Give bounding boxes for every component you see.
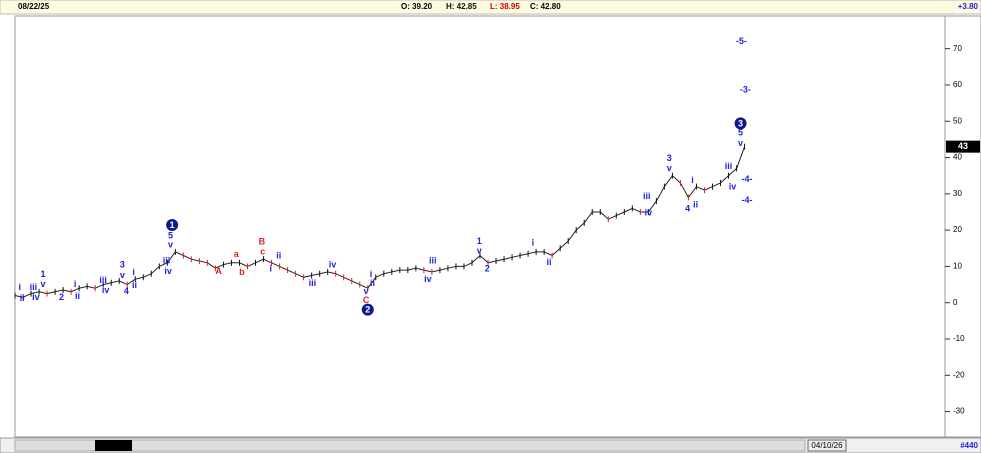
wave-label: i bbox=[74, 279, 77, 289]
wave-label: v bbox=[364, 286, 369, 296]
wave-label: 2 bbox=[59, 292, 64, 302]
y-tick-label: -30 bbox=[953, 407, 965, 416]
wave-label: 5 bbox=[168, 231, 173, 241]
header-date: 08/22/25 bbox=[18, 2, 50, 11]
y-tick-label: -20 bbox=[953, 370, 965, 379]
wave-label: i bbox=[532, 238, 535, 248]
y-tick-label: 30 bbox=[953, 189, 962, 198]
wave-label: 4 bbox=[685, 203, 690, 213]
wave-label: iv bbox=[329, 260, 337, 270]
header-low: L: 38.95 bbox=[490, 2, 520, 11]
y-tick-label: 70 bbox=[953, 44, 962, 53]
wave-label: i bbox=[19, 282, 22, 292]
wave-label: i bbox=[691, 175, 694, 185]
y-tick-label: 20 bbox=[953, 225, 962, 234]
wave-label: B bbox=[259, 236, 266, 246]
header-high: H: 42.85 bbox=[446, 2, 477, 11]
wave-label: c bbox=[260, 247, 265, 257]
y-tick-label: 50 bbox=[953, 116, 962, 125]
wave-label: i bbox=[269, 264, 272, 274]
wave-label: -3- bbox=[740, 84, 751, 94]
wave-label: b bbox=[239, 267, 245, 277]
y-axis-area bbox=[944, 15, 981, 438]
wave-label: iii bbox=[99, 275, 107, 285]
wave-label: 3 bbox=[120, 260, 125, 270]
wave-label: C bbox=[363, 295, 370, 305]
wave-label: ii bbox=[693, 199, 698, 209]
header-close: C: 42.80 bbox=[530, 2, 561, 11]
wave-label: v bbox=[477, 246, 482, 256]
wave-label: 1 bbox=[477, 236, 482, 246]
wave-label: a bbox=[234, 249, 240, 259]
wave-label: ii bbox=[370, 278, 375, 288]
footer-date: 04/10/26 bbox=[811, 441, 843, 450]
wave-label: iii bbox=[309, 278, 317, 288]
wave-label: -4- bbox=[741, 195, 752, 205]
wave-label: iii bbox=[643, 191, 651, 201]
wave-label: iv bbox=[424, 274, 432, 284]
wave-label: A bbox=[215, 266, 222, 276]
wave-label: 3 bbox=[738, 118, 743, 128]
wave-circle bbox=[166, 219, 179, 232]
wave-label: v bbox=[120, 270, 125, 280]
plot-area bbox=[14, 15, 946, 438]
wave-label: iii bbox=[725, 161, 733, 171]
wave-label: 2 bbox=[365, 304, 370, 314]
header-bar bbox=[0, 0, 981, 15]
wave-label: -5- bbox=[736, 36, 747, 46]
wave-label: ii bbox=[276, 251, 281, 261]
wave-label: iii bbox=[163, 256, 171, 266]
wave-label: ii bbox=[20, 293, 25, 303]
footer-date-box bbox=[807, 439, 847, 452]
wave-label: 5 bbox=[738, 128, 743, 138]
wave-label: iv bbox=[164, 266, 172, 276]
scrollbar-thumb[interactable] bbox=[95, 440, 132, 451]
wave-label: iv bbox=[645, 207, 653, 217]
y-tick-label: 60 bbox=[953, 80, 962, 89]
wave-label: iv bbox=[32, 292, 40, 302]
wave-label: v bbox=[667, 163, 672, 173]
wave-label: 2 bbox=[485, 264, 490, 274]
y-tick-label: 10 bbox=[953, 262, 962, 271]
wave-label: v bbox=[41, 279, 46, 289]
wave-label: iii bbox=[30, 282, 38, 292]
wave-label: 3 bbox=[667, 153, 672, 163]
wave-label: 4 bbox=[124, 286, 129, 296]
last-price-label: 43 bbox=[958, 141, 968, 151]
scrollbar[interactable] bbox=[14, 439, 806, 452]
last-price-box bbox=[946, 140, 980, 153]
wave-label: ii bbox=[75, 291, 80, 301]
y-tick-label: 40 bbox=[953, 153, 962, 162]
wave-label: iii bbox=[429, 256, 437, 266]
price-line bbox=[14, 146, 746, 298]
wave-label: iv bbox=[102, 285, 110, 295]
header-open: O: 39.20 bbox=[401, 2, 433, 11]
wave-label: ii bbox=[546, 257, 551, 267]
wave-label: ii bbox=[132, 280, 137, 290]
header-change: +3.80 bbox=[958, 2, 979, 11]
wave-circle bbox=[361, 303, 374, 316]
wave-circle bbox=[734, 117, 747, 130]
wave-label: -4- bbox=[741, 174, 752, 184]
footer-count: #440 bbox=[960, 441, 978, 450]
y-tick-label: -10 bbox=[953, 334, 965, 343]
wave-label: i bbox=[370, 269, 373, 279]
wave-label: iv bbox=[729, 181, 737, 191]
wave-label: v bbox=[738, 138, 743, 148]
wave-label: 1 bbox=[41, 269, 46, 279]
wave-label: v bbox=[168, 240, 173, 250]
y-tick-label: 0 bbox=[953, 298, 958, 307]
wave-label: 1 bbox=[170, 220, 175, 230]
wave-label: i bbox=[132, 267, 135, 277]
